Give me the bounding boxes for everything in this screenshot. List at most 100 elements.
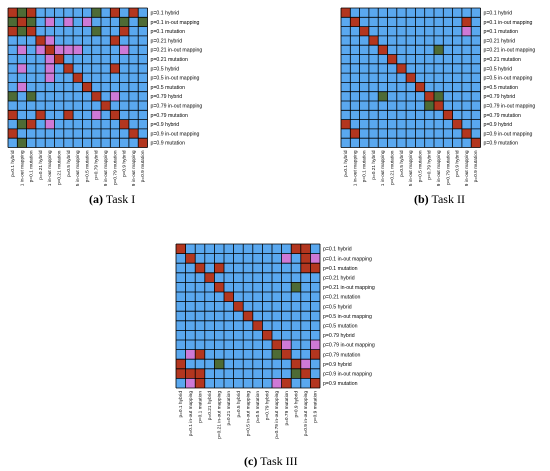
column-label: p=0.1 mutation <box>29 150 35 182</box>
row-label: p=0.79 in-out mapping <box>151 104 203 110</box>
row-label: p=0.21 in-out mapping <box>151 48 203 54</box>
heatmap-cell-r10-c2 <box>359 101 369 111</box>
heatmap-cell-r13-c3 <box>368 128 379 139</box>
heatmap-cell-r12-c9 <box>262 359 272 369</box>
heatmap-cell-r11-c4 <box>45 110 55 120</box>
heatmap-cell-r5-c5 <box>54 54 64 64</box>
heatmap-cell-r0-c5 <box>224 244 234 254</box>
heatmap-cell-r5-c10 <box>101 54 111 64</box>
heatmap-cell-r13-c12 <box>291 368 301 379</box>
heatmap-cell-r0-c4 <box>378 8 388 18</box>
heatmap-cell-r2-c11 <box>443 26 453 36</box>
heatmap-cell-r8-c3 <box>368 82 379 92</box>
heatmap-cell-r12-c10 <box>434 119 444 129</box>
heatmap-cell-r9-c4 <box>45 91 55 101</box>
heatmap-cell-r3-c5 <box>224 272 234 283</box>
heatmap-cell-r2-c8 <box>415 26 425 36</box>
heatmap-cell-r1-c4 <box>378 17 388 27</box>
heatmap-cell-r5-c12 <box>119 54 129 64</box>
heatmap-cell-r10-c10 <box>101 101 111 111</box>
heatmap-cell-r2-c4 <box>378 26 388 36</box>
heatmap-cell-r3-c2 <box>26 35 36 46</box>
heatmap-cell-r14-c12 <box>452 138 462 148</box>
column-label: p=0.21 in-out mapping <box>380 150 386 186</box>
heatmap-cell-r8-c2 <box>26 82 36 92</box>
heatmap-cell-r8-c8 <box>252 320 263 331</box>
heatmap-cell-r4-c1 <box>185 282 196 292</box>
heatmap-cell-r10-c11 <box>110 101 120 111</box>
heatmap-cell-r3-c12 <box>119 35 129 46</box>
heatmap-cell-r7-c14 <box>471 73 481 83</box>
heatmap-cell-r9-c0 <box>8 91 18 101</box>
heatmap-cell-r5-c7 <box>73 54 83 64</box>
heatmap-cell-r10-c7 <box>243 340 253 350</box>
column-label: p=0.79 hybrid <box>94 150 100 180</box>
heatmap-cell-r7-c4 <box>378 73 388 83</box>
heatmap-cell-r11-c0 <box>176 349 186 360</box>
heatmap-cell-r4-c3 <box>368 45 379 55</box>
heatmap-cell-r14-c9 <box>262 378 272 388</box>
heatmap-cell-r9-c10 <box>272 330 282 340</box>
heatmap-cell-r7-c14 <box>310 311 320 321</box>
heatmap-cell-r8-c9 <box>91 82 101 92</box>
heatmap-cell-r5-c2 <box>26 54 36 64</box>
heatmap-cell-r0-c0 <box>176 244 186 254</box>
column-label: p=0.9 in-out mapping <box>464 150 470 186</box>
heatmap-cell-r1-c9 <box>424 17 434 27</box>
heatmap-cell-r1-c9 <box>262 253 272 264</box>
heatmap-cell-r7-c3 <box>35 73 46 83</box>
heatmap-cell-r0-c0 <box>341 8 351 18</box>
heatmap-cell-r7-c13 <box>300 311 311 321</box>
heatmap-cell-r9-c8 <box>252 330 263 340</box>
heatmap-cell-r4-c8 <box>252 282 263 292</box>
heatmap-cell-r0-c9 <box>424 8 434 18</box>
heatmap-cell-r8-c8 <box>82 82 92 92</box>
heatmap-cell-r9-c14 <box>138 91 148 101</box>
heatmap-cell-r1-c3 <box>368 17 379 27</box>
heatmap-cell-r0-c9 <box>91 8 101 18</box>
heatmap-cell-r1-c9 <box>91 17 101 27</box>
row-label: p=0.5 hybrid <box>484 66 513 72</box>
heatmap-cell-r7-c8 <box>415 73 425 83</box>
heatmap-cell-r10-c1 <box>185 340 196 350</box>
heatmap-cell-r2-c14 <box>310 263 320 273</box>
heatmap-cell-r12-c0 <box>341 119 351 129</box>
heatmap-cell-r6-c9 <box>424 63 434 74</box>
heatmap-cell-r0-c14 <box>471 8 481 18</box>
heatmap-cell-r9-c7 <box>73 91 83 101</box>
heatmap-cell-r8-c8 <box>415 82 425 92</box>
heatmap-cell-r5-c14 <box>138 54 148 64</box>
heatmap-cell-r5-c6 <box>233 292 244 302</box>
heatmap-cell-r1-c6 <box>396 17 407 27</box>
heatmap-cell-r7-c6 <box>63 73 74 83</box>
heatmap-cell-r4-c3 <box>204 282 215 292</box>
heatmap-cell-r5-c8 <box>415 54 425 64</box>
heatmap-cell-r10-c11 <box>443 101 453 111</box>
heatmap-cell-r14-c6 <box>233 378 244 388</box>
heatmap-cell-r1-c10 <box>272 253 282 264</box>
heatmap-cell-r6-c7 <box>406 63 416 74</box>
heatmap-cell-r8-c6 <box>63 82 74 92</box>
heatmap-cell-r0-c14 <box>138 8 148 18</box>
heatmap-cell-r12-c2 <box>195 359 205 369</box>
heatmap-cell-r10-c12 <box>452 101 462 111</box>
heatmap-cell-r2-c5 <box>224 263 234 273</box>
heatmap-cell-r2-c2 <box>26 26 36 36</box>
heatmap-cell-r9-c9 <box>91 91 101 101</box>
heatmap-cell-r0-c7 <box>243 244 253 254</box>
heatmap-cell-r8-c0 <box>176 320 186 331</box>
heatmap-cell-r13-c1 <box>185 368 196 379</box>
heatmap-cell-r3-c0 <box>341 35 351 46</box>
heatmap-cell-r5-c6 <box>396 54 407 64</box>
heatmap-cell-r10-c3 <box>368 101 379 111</box>
heatmap-cell-r12-c9 <box>91 119 101 129</box>
heatmap-cell-r12-c6 <box>396 119 407 129</box>
heatmap-cell-r11-c14 <box>310 349 320 360</box>
heatmap-cell-r11-c7 <box>73 110 83 120</box>
heatmap-cell-r1-c6 <box>233 253 244 264</box>
heatmap-cell-r11-c9 <box>262 349 272 360</box>
heatmap-cell-r14-c8 <box>82 138 92 148</box>
heatmap-cell-r12-c2 <box>359 119 369 129</box>
heatmap-cell-r14-c9 <box>424 138 434 148</box>
